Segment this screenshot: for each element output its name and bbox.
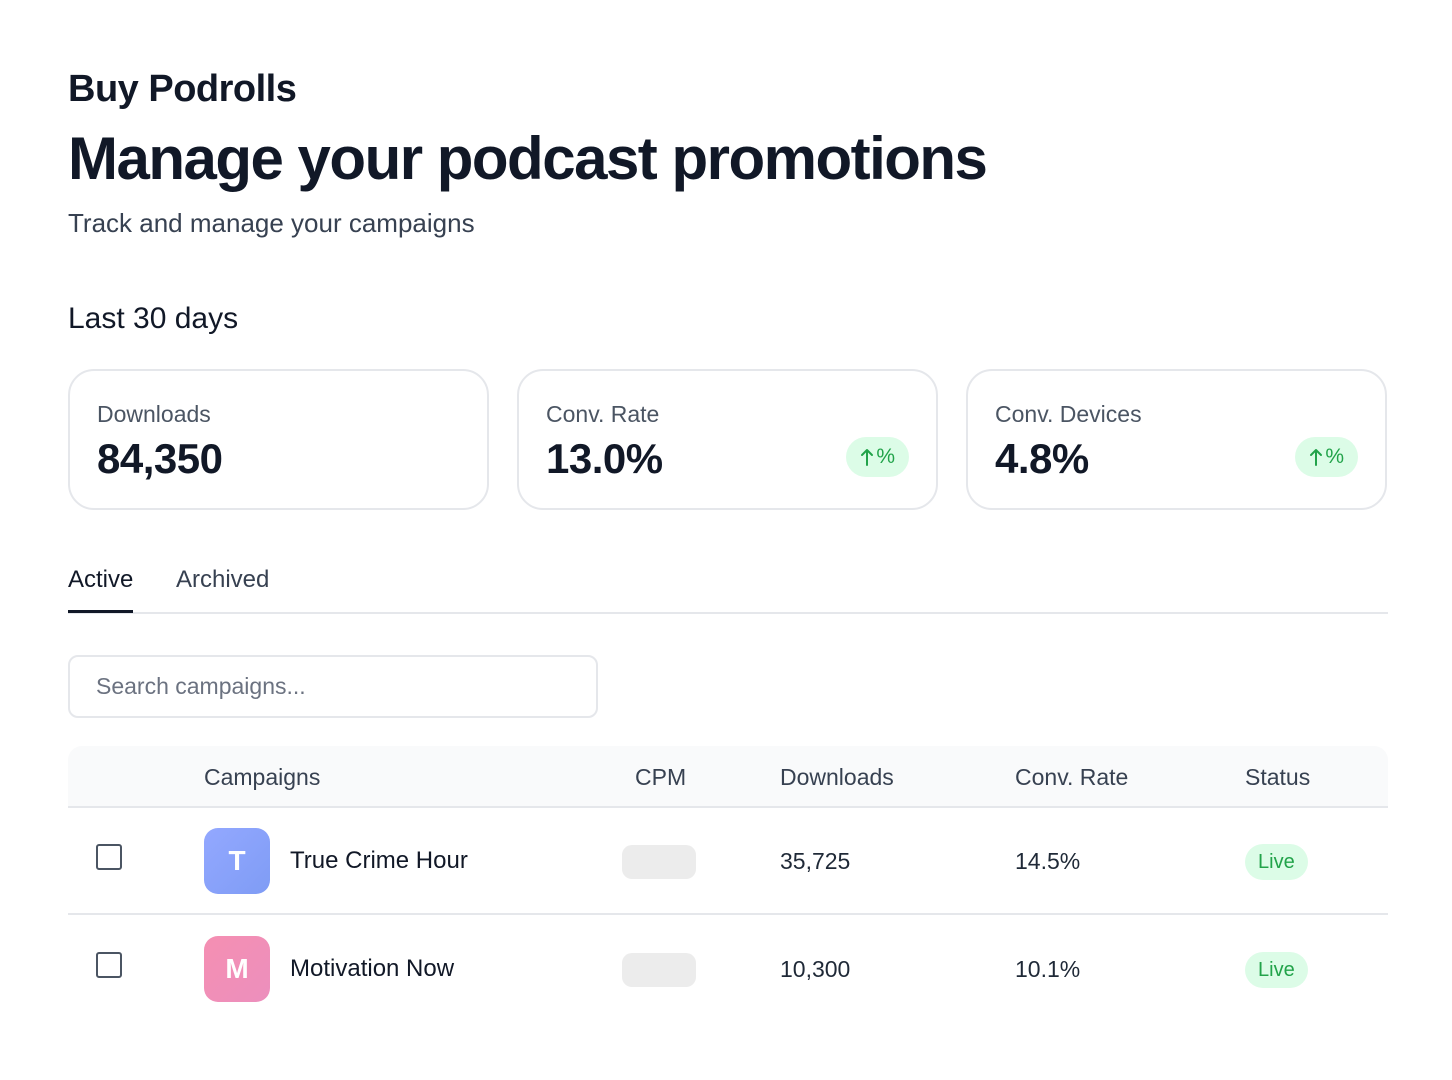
stat-value: 84,350 — [97, 435, 223, 482]
tab-bar: Active Archived — [68, 560, 1388, 614]
table-header: Campaigns CPM Downloads Conv. Rate Statu… — [68, 746, 1388, 808]
avatar: M — [204, 936, 270, 1002]
column-header-campaigns: Campaigns — [204, 764, 321, 790]
page-subtitle: Track and manage your campaigns — [68, 208, 475, 238]
period-label: Last 30 days — [68, 302, 239, 335]
tab-active[interactable]: Active — [68, 566, 134, 613]
stat-value: 13.0% — [546, 435, 663, 482]
status-badge: Live — [1245, 844, 1308, 880]
row-checkbox[interactable] — [96, 844, 122, 870]
arrow-up-icon — [1309, 447, 1323, 467]
campaign-name[interactable]: Motivation Now — [290, 955, 455, 982]
column-header-status: Status — [1245, 764, 1311, 790]
brand-name: Buy Podrolls — [68, 68, 297, 110]
stat-card-conv-rate: Conv. Rate 13.0% % — [517, 369, 938, 510]
column-header-cpm: CPM — [635, 764, 687, 790]
stat-label: Downloads — [97, 401, 211, 427]
cpm-placeholder — [622, 953, 696, 987]
stat-label: Conv. Devices — [995, 401, 1142, 427]
conv-rate-cell: 10.1% — [1015, 956, 1081, 982]
conv-rate-cell: 14.5% — [1015, 848, 1081, 874]
downloads-cell: 35,725 — [780, 848, 851, 874]
stat-label: Conv. Rate — [546, 401, 660, 427]
row-checkbox[interactable] — [96, 952, 122, 978]
arrow-up-icon — [860, 447, 874, 467]
stat-value: 4.8% — [995, 435, 1089, 482]
trend-badge: % — [1295, 437, 1358, 477]
column-header-conv-rate: Conv. Rate — [1015, 764, 1129, 790]
avatar: T — [204, 828, 270, 894]
stat-card-downloads: Downloads 84,350 — [68, 369, 489, 510]
page-title: Manage your podcast promotions — [68, 125, 988, 192]
status-badge: Live — [1245, 952, 1308, 988]
tab-archived[interactable]: Archived — [176, 566, 270, 593]
table-row[interactable]: M Motivation Now 10,300 10.1% Live — [68, 916, 1388, 1023]
search-input[interactable] — [68, 655, 598, 718]
table-row[interactable]: T True Crime Hour 35,725 14.5% Live — [68, 808, 1388, 915]
campaign-name[interactable]: True Crime Hour — [290, 847, 468, 874]
cpm-placeholder — [622, 845, 696, 879]
trend-badge: % — [846, 437, 909, 477]
trend-text: % — [876, 445, 895, 468]
stat-card-conv-devices: Conv. Devices 4.8% % — [966, 369, 1387, 510]
column-header-downloads: Downloads — [780, 764, 894, 790]
downloads-cell: 10,300 — [780, 956, 851, 982]
trend-text: % — [1325, 445, 1344, 468]
